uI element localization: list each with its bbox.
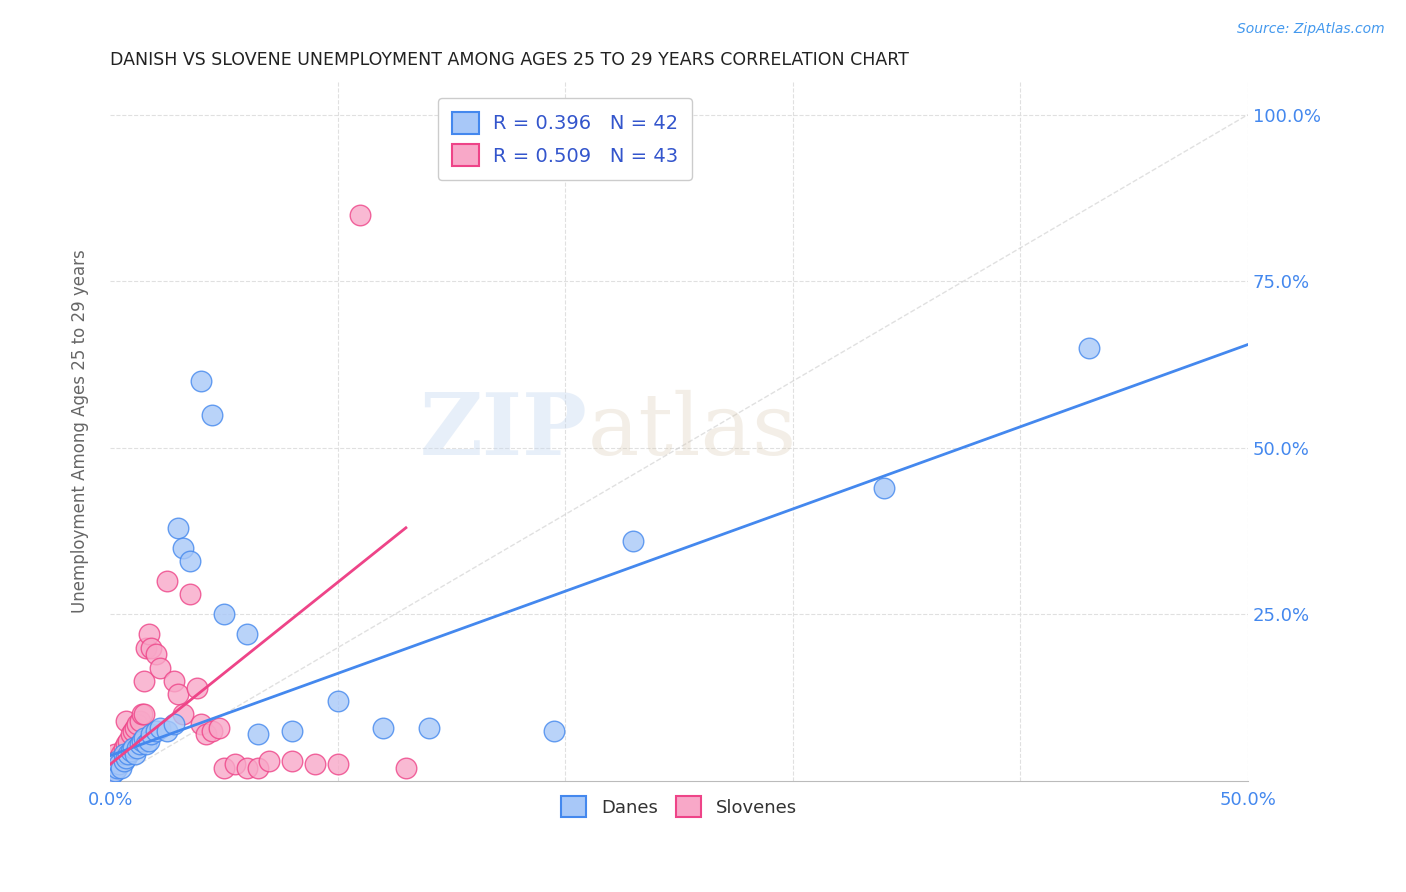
Point	[115, 750, 138, 764]
Point	[246, 761, 269, 775]
Point	[139, 727, 162, 741]
Point	[120, 744, 142, 758]
Point	[124, 747, 146, 762]
Point	[208, 721, 231, 735]
Point	[172, 707, 194, 722]
Text: ZIP: ZIP	[420, 389, 588, 473]
Point	[179, 587, 201, 601]
Point	[110, 747, 132, 762]
Point	[104, 747, 127, 762]
Point	[112, 747, 135, 762]
Text: atlas: atlas	[588, 390, 797, 473]
Point	[139, 640, 162, 655]
Text: Source: ZipAtlas.com: Source: ZipAtlas.com	[1237, 22, 1385, 37]
Point	[135, 737, 157, 751]
Point	[235, 627, 257, 641]
Point	[246, 727, 269, 741]
Point	[112, 754, 135, 768]
Point	[326, 757, 349, 772]
Point	[349, 208, 371, 222]
Point	[235, 761, 257, 775]
Point	[138, 734, 160, 748]
Point	[212, 607, 235, 622]
Y-axis label: Unemployment Among Ages 25 to 29 years: Unemployment Among Ages 25 to 29 years	[72, 249, 89, 613]
Point	[167, 521, 190, 535]
Point	[186, 681, 208, 695]
Point	[117, 747, 139, 762]
Text: DANISH VS SLOVENE UNEMPLOYMENT AMONG AGES 25 TO 29 YEARS CORRELATION CHART: DANISH VS SLOVENE UNEMPLOYMENT AMONG AGE…	[110, 51, 908, 69]
Point	[373, 721, 395, 735]
Point	[1077, 341, 1099, 355]
Point	[121, 724, 143, 739]
Point	[105, 761, 128, 775]
Point	[128, 714, 150, 728]
Point	[134, 707, 156, 722]
Point	[163, 674, 186, 689]
Point	[395, 761, 418, 775]
Point	[194, 727, 217, 741]
Point	[127, 717, 149, 731]
Point	[190, 717, 212, 731]
Legend: Danes, Slovenes: Danes, Slovenes	[554, 789, 804, 824]
Point	[135, 640, 157, 655]
Point	[110, 761, 132, 775]
Point	[149, 721, 172, 735]
Point	[121, 740, 143, 755]
Point	[281, 754, 304, 768]
Point	[156, 574, 179, 588]
Point	[418, 721, 440, 735]
Point	[101, 764, 124, 778]
Point	[104, 757, 127, 772]
Point	[131, 707, 153, 722]
Point	[543, 724, 565, 739]
Point	[101, 767, 124, 781]
Point	[131, 734, 153, 748]
Point	[117, 734, 139, 748]
Point	[149, 661, 172, 675]
Point	[167, 687, 190, 701]
Point	[304, 757, 326, 772]
Point	[179, 554, 201, 568]
Point	[128, 737, 150, 751]
Point	[463, 141, 485, 155]
Point	[190, 374, 212, 388]
Point	[520, 141, 543, 155]
Point	[201, 724, 224, 739]
Point	[134, 731, 156, 745]
Point	[326, 694, 349, 708]
Point	[224, 757, 246, 772]
Point	[120, 727, 142, 741]
Point	[145, 724, 167, 739]
Point	[281, 724, 304, 739]
Point	[623, 534, 645, 549]
Point	[115, 714, 138, 728]
Point	[138, 627, 160, 641]
Point	[124, 721, 146, 735]
Point	[108, 757, 131, 772]
Point	[163, 717, 186, 731]
Point	[115, 737, 138, 751]
Point	[873, 481, 896, 495]
Point	[156, 724, 179, 739]
Point	[134, 674, 156, 689]
Point	[104, 764, 127, 778]
Point	[172, 541, 194, 555]
Point	[105, 754, 128, 768]
Point	[127, 740, 149, 755]
Point	[112, 740, 135, 755]
Point	[201, 408, 224, 422]
Point	[145, 648, 167, 662]
Point	[212, 761, 235, 775]
Point	[108, 750, 131, 764]
Point	[105, 754, 128, 768]
Point	[259, 754, 281, 768]
